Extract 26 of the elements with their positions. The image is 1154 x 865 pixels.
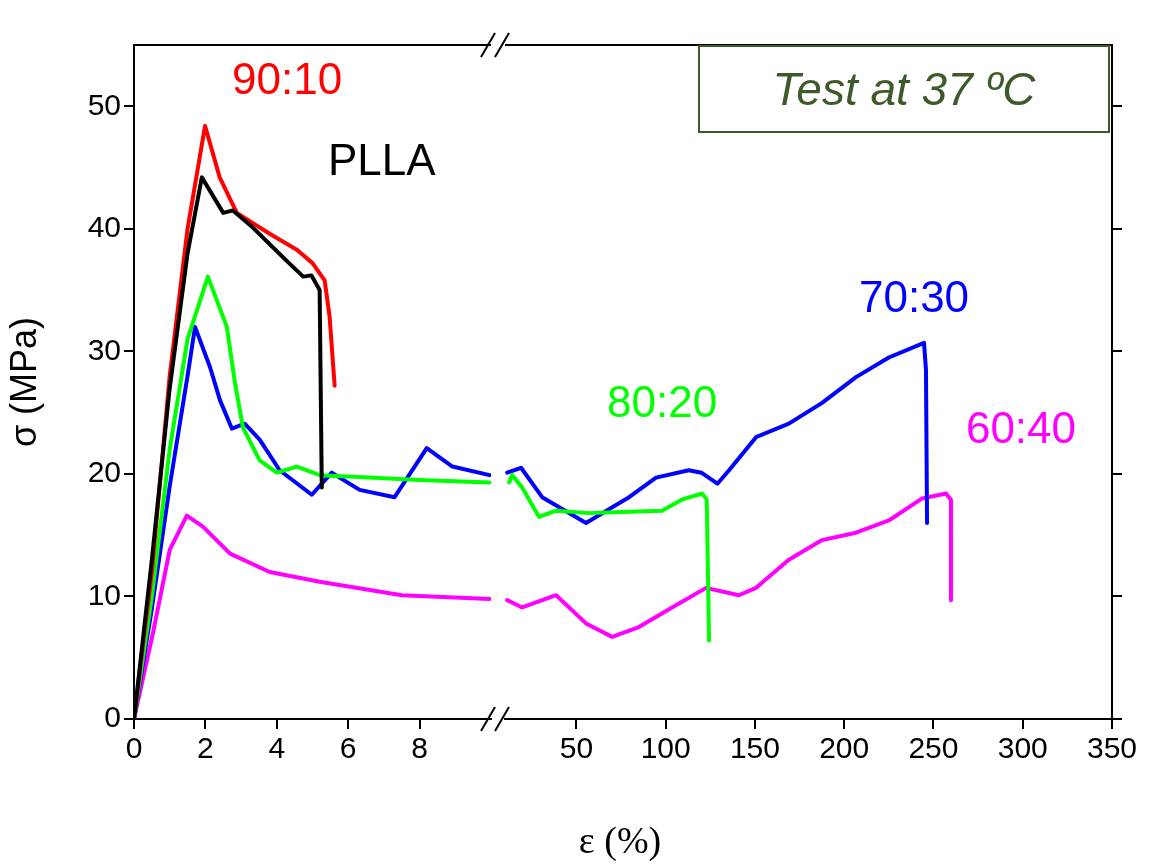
- text-frame: Test at 37 ºC: [698, 45, 1110, 133]
- y-tick-label: 10: [87, 577, 121, 611]
- x-tick-label: 250: [908, 731, 959, 765]
- x-axis-title: ε (%): [577, 818, 663, 862]
- series-label: 90:10: [231, 54, 343, 104]
- y-tick-label: 50: [87, 87, 121, 121]
- x-tick-label: 4: [268, 731, 286, 765]
- y-tick-label: 0: [104, 700, 121, 734]
- x-tick-label: 350: [1086, 731, 1138, 765]
- x-tick-label: 6: [339, 731, 357, 765]
- series-label: PLLA: [328, 135, 437, 185]
- y-tick-label: 30: [87, 332, 121, 366]
- x-tick-label: 150: [729, 731, 780, 765]
- series-label: 70:30: [858, 271, 970, 321]
- x-tick-label: 50: [559, 731, 594, 765]
- x-tick-label: 2: [197, 731, 214, 765]
- series-label: 60:40: [965, 402, 1077, 452]
- x-tick-label: 0: [125, 731, 143, 765]
- y-tick-label: 20: [87, 455, 121, 489]
- series-label: 80:20: [607, 377, 718, 427]
- y-axis-title: σ (MPa): [2, 316, 44, 448]
- x-tick-label: 100: [640, 731, 691, 765]
- x-tick-label: 300: [997, 731, 1048, 765]
- x-tick-label: 200: [819, 731, 870, 765]
- x-tick-label: 8: [411, 731, 428, 765]
- y-tick-label: 40: [87, 210, 121, 244]
